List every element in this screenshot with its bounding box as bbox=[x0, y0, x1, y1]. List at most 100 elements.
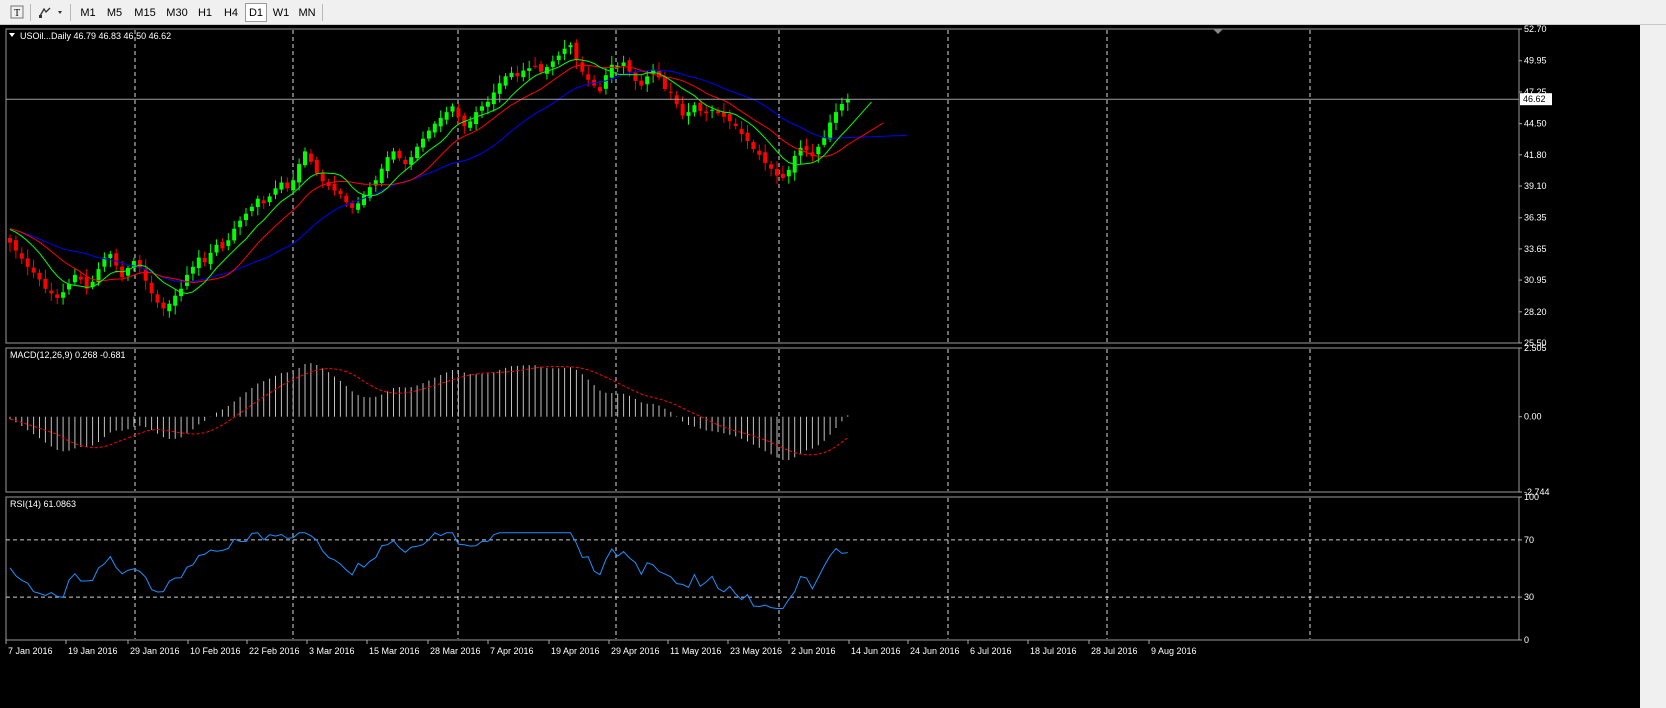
objects-dropdown-icon[interactable] bbox=[35, 3, 67, 22]
timeframe-m30-button[interactable]: M30 bbox=[166, 7, 188, 19]
bullish-candle bbox=[249, 206, 254, 212]
bearish-candle bbox=[668, 91, 673, 93]
timeframe-m5-button[interactable]: M5 bbox=[106, 7, 123, 19]
bullish-candle bbox=[474, 112, 479, 124]
bullish-candle bbox=[196, 257, 201, 269]
bearish-candle bbox=[326, 181, 331, 186]
bullish-candle bbox=[232, 228, 237, 241]
bullish-candle bbox=[822, 137, 827, 145]
bullish-candle bbox=[185, 274, 189, 286]
time-axis-label: 7 Jan 2016 bbox=[8, 646, 53, 656]
macd-signal-line bbox=[9, 365, 849, 456]
timeframe-h1-button[interactable]: H1 bbox=[197, 7, 213, 19]
axis-label: 39.10 bbox=[1524, 181, 1547, 191]
bullish-candle bbox=[845, 99, 850, 103]
bullish-candle bbox=[208, 252, 213, 264]
bullish-candle bbox=[238, 220, 243, 228]
timeframe-h4-button[interactable]: H4 bbox=[223, 7, 239, 19]
bullish-candle bbox=[450, 106, 455, 112]
chart-frames bbox=[5, 28, 1520, 641]
bearish-candle bbox=[314, 159, 319, 174]
bearish-candle bbox=[320, 172, 325, 182]
text-tool-icon[interactable]: T bbox=[8, 3, 26, 22]
bearish-candle bbox=[598, 86, 602, 92]
bullish-candle bbox=[214, 244, 219, 253]
timeframe-mn-button[interactable]: MN bbox=[298, 7, 316, 19]
bullish-candle bbox=[432, 123, 437, 133]
bullish-candle bbox=[385, 157, 390, 172]
bullish-candle bbox=[356, 203, 361, 210]
bearish-candle bbox=[704, 111, 709, 114]
bearish-candle bbox=[308, 153, 313, 162]
bullish-candle bbox=[786, 169, 791, 177]
bullish-candle bbox=[391, 151, 396, 160]
timeframe-m1-button[interactable]: M1 bbox=[80, 7, 96, 19]
time-axis-label: 28 Mar 2016 bbox=[430, 646, 481, 656]
time-axis-label: 23 May 2016 bbox=[730, 646, 782, 656]
time-axis-label: 11 May 2016 bbox=[670, 646, 721, 656]
chart-canvas[interactable]: 52.70 49.95 47.25 44.50 41.80 39.10 36.35 33.65… bbox=[0, 25, 1666, 708]
bullish-candle bbox=[497, 83, 502, 94]
bullish-candle bbox=[615, 65, 620, 67]
bullish-candle bbox=[279, 182, 284, 190]
axis-label: 44.50 bbox=[1524, 119, 1547, 129]
axis-label: 25.50 bbox=[1524, 338, 1547, 348]
timeframe-d1-button[interactable]: D1 bbox=[245, 3, 267, 22]
svg-text:T: T bbox=[14, 8, 20, 19]
moving-averages-layer bbox=[6, 58, 1519, 295]
axis-label: 33.65 bbox=[1524, 244, 1547, 254]
bearish-candle bbox=[84, 276, 89, 289]
pane-frame bbox=[5, 28, 1520, 344]
bullish-candle bbox=[415, 146, 420, 159]
bearish-candle bbox=[456, 108, 461, 117]
macd-header: MACD(12,26,9) 0.268 -0.681 bbox=[10, 350, 126, 360]
symbol-dropdown-icon[interactable] bbox=[9, 33, 15, 37]
axis-label: 30 bbox=[1524, 592, 1534, 602]
bullish-candle bbox=[421, 138, 425, 148]
bearish-candle bbox=[149, 282, 154, 294]
bullish-candle bbox=[686, 112, 691, 116]
time-axis: 7 Jan 2016 19 Jan 2016 29 Jan 2016 10 Feb 2… bbox=[5, 640, 1197, 656]
bullish-candle bbox=[291, 180, 296, 191]
bullish-candle bbox=[244, 213, 248, 221]
timeframe-m15-button[interactable]: M15 bbox=[134, 7, 156, 19]
bullish-candle bbox=[480, 106, 484, 111]
bearish-candle bbox=[55, 294, 60, 298]
bearish-candle bbox=[757, 150, 762, 155]
bearish-candle bbox=[745, 132, 750, 141]
bullish-candle bbox=[426, 130, 431, 139]
bearish-candle bbox=[19, 253, 24, 259]
bullish-candle bbox=[521, 70, 526, 78]
moving-average-fast-line bbox=[9, 58, 872, 295]
bullish-candle bbox=[645, 76, 650, 85]
bearish-candle bbox=[657, 71, 661, 78]
time-axis-label: 18 Jul 2016 bbox=[1030, 646, 1077, 656]
bearish-candle bbox=[733, 123, 738, 126]
time-axis-label: 19 Apr 2016 bbox=[551, 646, 600, 656]
bullish-candle bbox=[603, 75, 608, 89]
current-price-box bbox=[1520, 93, 1552, 106]
time-axis-label: 19 Jan 2016 bbox=[68, 646, 118, 656]
time-axis-label: 6 Jul 2016 bbox=[970, 646, 1012, 656]
bearish-candle bbox=[727, 113, 732, 122]
axis-label: 30.95 bbox=[1524, 275, 1547, 285]
axis-label: 70 bbox=[1524, 535, 1534, 545]
chart-shift-marker-icon[interactable] bbox=[1213, 29, 1223, 34]
bearish-candle bbox=[662, 76, 667, 90]
bearish-candle bbox=[698, 102, 703, 111]
bearish-candle bbox=[137, 260, 142, 268]
bearish-candle bbox=[633, 72, 638, 81]
bearish-candle bbox=[580, 62, 585, 72]
time-axis-label: 29 Jan 2016 bbox=[130, 646, 180, 656]
chart-window[interactable]: 52.70 49.95 47.25 44.50 41.80 39.10 36.35 33.65… bbox=[0, 25, 1666, 708]
bearish-candle bbox=[804, 146, 809, 151]
bearish-candle bbox=[739, 128, 744, 135]
pane-frame bbox=[5, 347, 1520, 493]
bullish-candle bbox=[367, 187, 372, 198]
timeframe-w1-button[interactable]: W1 bbox=[272, 7, 290, 19]
time-axis-label: 28 Jul 2016 bbox=[1091, 646, 1138, 656]
bullish-candle bbox=[568, 45, 573, 48]
time-axis-label: 29 Apr 2016 bbox=[611, 646, 660, 656]
rsi-line bbox=[9, 532, 848, 609]
bullish-candle bbox=[491, 92, 496, 105]
